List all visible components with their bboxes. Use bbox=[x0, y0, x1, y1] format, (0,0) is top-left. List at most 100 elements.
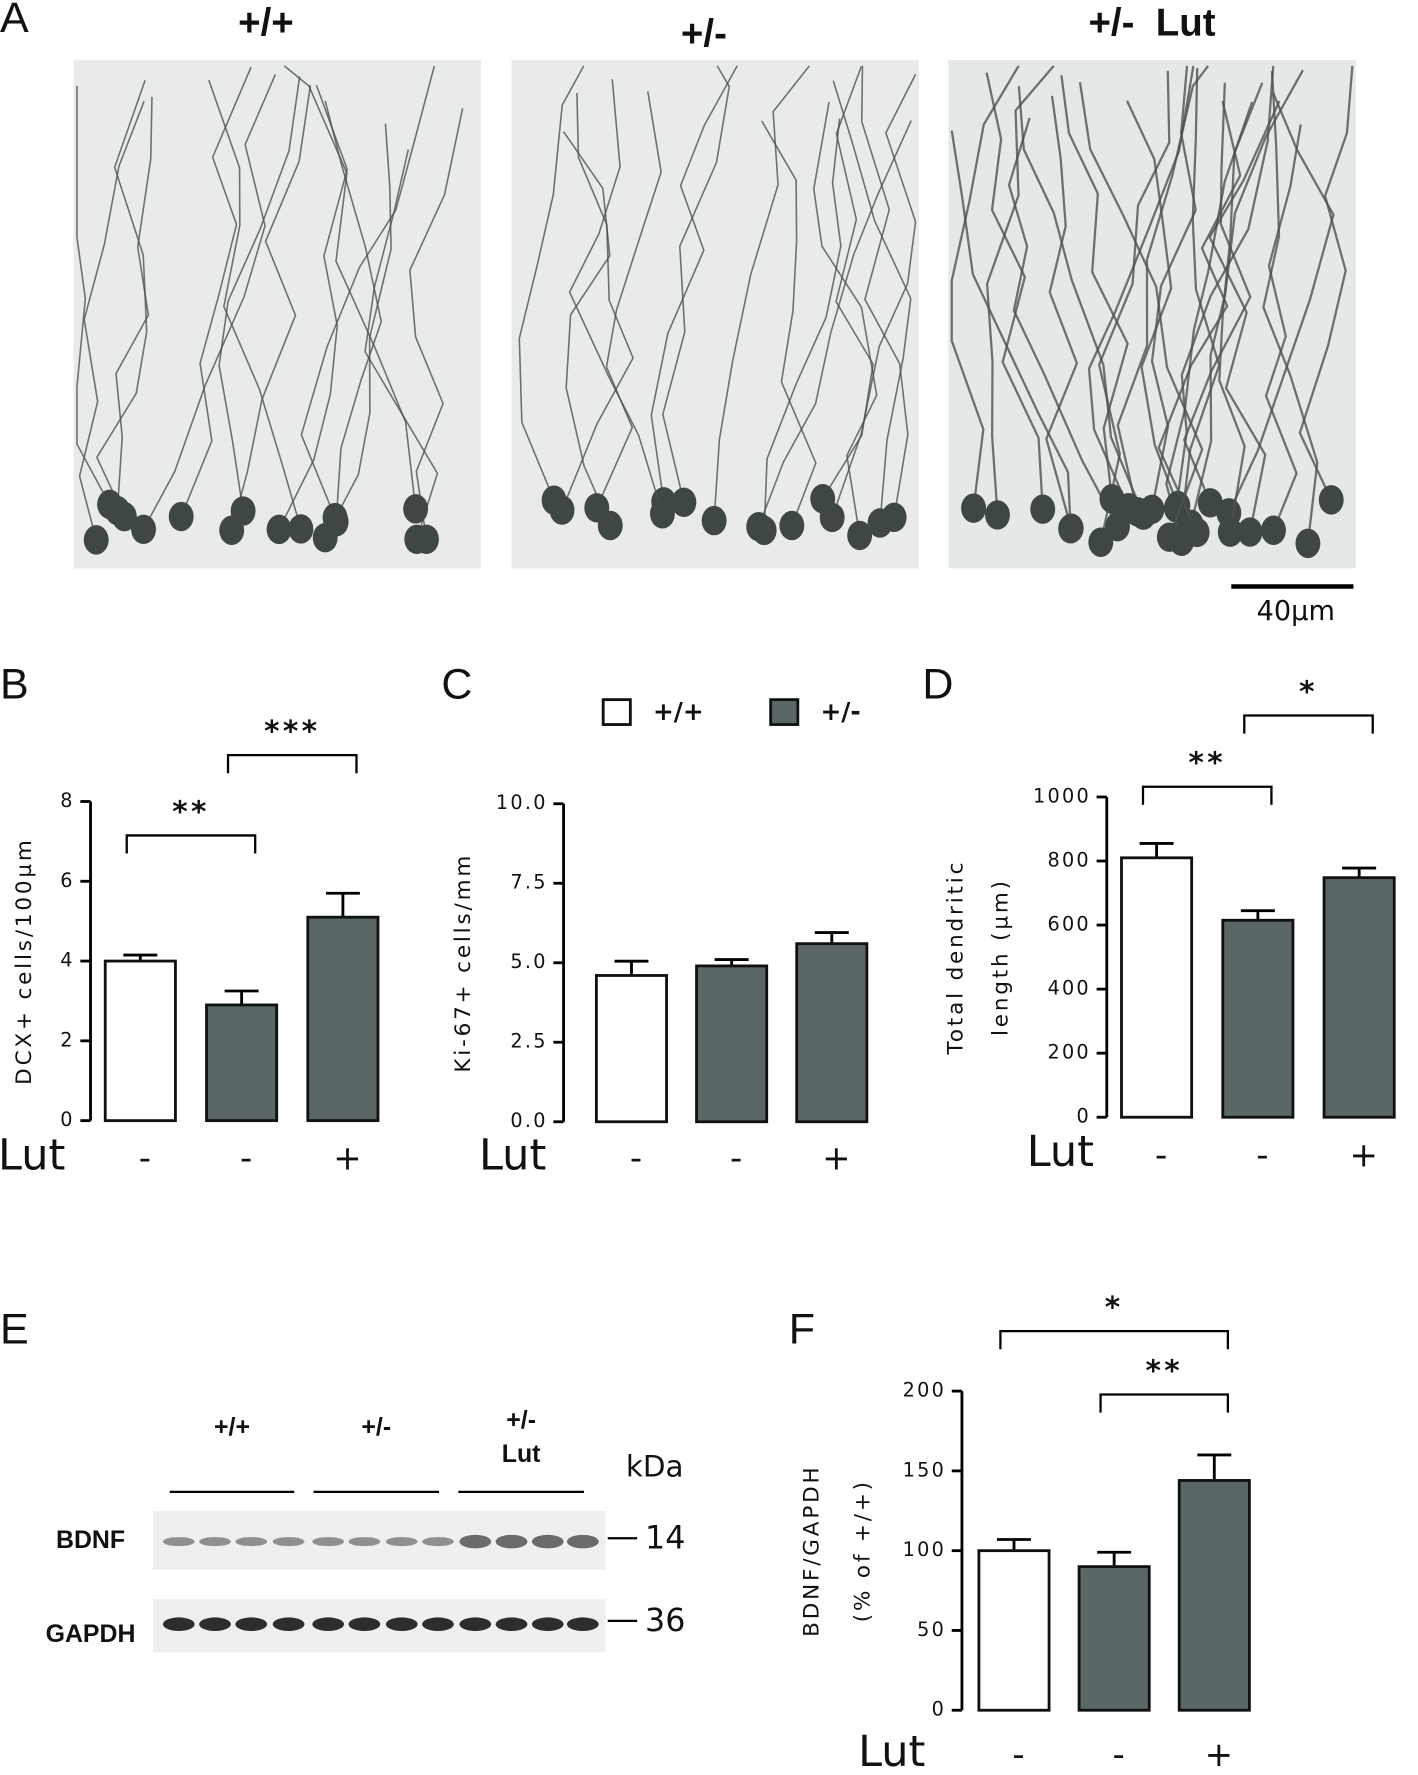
band bbox=[235, 1537, 268, 1547]
x-tick-label: + bbox=[1205, 1735, 1233, 1775]
y-tick-label: 0.0 bbox=[510, 1109, 547, 1132]
micrograph-title: +/- Lut bbox=[1088, 1, 1215, 44]
blot-group-label: +/- bbox=[361, 1413, 391, 1441]
x-tick-label: - bbox=[1113, 1735, 1125, 1775]
soma bbox=[131, 514, 156, 545]
x-row-label: Lut bbox=[479, 1130, 546, 1180]
x-tick-label: - bbox=[1256, 1135, 1268, 1175]
dendrite bbox=[115, 96, 153, 511]
x-tick-label: + bbox=[822, 1139, 850, 1179]
dendrite bbox=[300, 65, 436, 518]
y-tick-label: 200 bbox=[903, 1379, 946, 1402]
y-tick-label: 0 bbox=[60, 1108, 75, 1131]
band bbox=[312, 1537, 345, 1547]
significance-label: ** bbox=[1145, 1353, 1183, 1387]
y-tick-label: 600 bbox=[1047, 913, 1090, 936]
bar bbox=[1322, 876, 1396, 1119]
legend-label: +/+ bbox=[653, 697, 704, 726]
y-tick-label: 2 bbox=[60, 1028, 75, 1051]
dendrite bbox=[1087, 65, 1195, 509]
band bbox=[531, 1617, 564, 1632]
soma bbox=[1030, 494, 1056, 524]
band bbox=[199, 1537, 231, 1547]
legend-swatch bbox=[769, 698, 800, 726]
dendrite bbox=[1262, 71, 1319, 544]
soma bbox=[1318, 485, 1344, 515]
panel-label: A bbox=[0, 0, 29, 42]
blot-group-label: Lut bbox=[502, 1440, 541, 1468]
y-axis-label: (% of +/+) bbox=[850, 1479, 875, 1622]
error-bar bbox=[814, 931, 849, 944]
error-bar bbox=[1097, 1550, 1132, 1567]
x-tick-label: - bbox=[730, 1139, 742, 1179]
soma bbox=[541, 485, 567, 515]
blot-group-label: +/+ bbox=[214, 1413, 250, 1441]
soma bbox=[403, 494, 429, 524]
band bbox=[385, 1537, 418, 1547]
dendrite bbox=[1126, 100, 1179, 506]
band bbox=[422, 1537, 454, 1547]
soma bbox=[1197, 488, 1223, 518]
error-bar bbox=[1240, 909, 1275, 921]
band bbox=[459, 1617, 492, 1632]
dendrite bbox=[208, 79, 302, 530]
band bbox=[235, 1617, 268, 1632]
blot-row-label: GAPDH bbox=[46, 1620, 136, 1648]
x-row-label: Lut bbox=[858, 1727, 925, 1775]
soma bbox=[584, 493, 610, 523]
x-tick-label: - bbox=[630, 1139, 642, 1179]
soma bbox=[1237, 517, 1263, 547]
soma bbox=[779, 510, 805, 541]
bar bbox=[594, 974, 668, 1124]
soma bbox=[1261, 515, 1286, 545]
dendrite bbox=[1060, 75, 1129, 499]
dendrite bbox=[832, 80, 912, 524]
band bbox=[495, 1534, 528, 1549]
dendrite bbox=[230, 85, 312, 531]
dendrite bbox=[650, 65, 738, 502]
soma bbox=[867, 508, 893, 538]
y-tick-label: 2.5 bbox=[510, 1030, 547, 1053]
dendrite bbox=[324, 100, 383, 522]
significance-bracket bbox=[1243, 714, 1374, 734]
micrographs bbox=[73, 60, 1356, 569]
dendrite bbox=[409, 108, 464, 540]
panel-label: E bbox=[0, 1306, 29, 1354]
error-bar bbox=[997, 1538, 1031, 1551]
dendrite bbox=[78, 101, 145, 541]
y-tick-label: 10.0 bbox=[496, 791, 548, 814]
bar bbox=[1221, 918, 1295, 1119]
error-bar bbox=[1197, 1453, 1232, 1481]
dendrite bbox=[713, 65, 811, 521]
soma bbox=[322, 502, 348, 533]
bar bbox=[1177, 1479, 1251, 1712]
dendrite bbox=[1298, 65, 1354, 501]
dendrite bbox=[518, 65, 585, 501]
soma bbox=[810, 484, 836, 514]
micrograph-title: +/- bbox=[681, 13, 727, 56]
soma bbox=[1295, 528, 1321, 559]
error-bar bbox=[325, 891, 360, 918]
dendrite bbox=[1045, 95, 1079, 529]
significance-bracket bbox=[1141, 785, 1273, 805]
x-tick-label: + bbox=[333, 1139, 361, 1179]
dendrite bbox=[1007, 117, 1119, 528]
dendrite bbox=[822, 66, 874, 500]
band bbox=[566, 1617, 599, 1632]
bar bbox=[695, 964, 769, 1124]
y-tick-label: 800 bbox=[1047, 849, 1090, 872]
blot-group-label: +/- bbox=[506, 1406, 536, 1434]
dendrite bbox=[985, 72, 1044, 510]
bar bbox=[306, 915, 380, 1123]
soma bbox=[746, 511, 772, 542]
bar bbox=[795, 942, 869, 1124]
dendrite bbox=[142, 74, 277, 530]
y-tick-label: 1000 bbox=[1033, 784, 1091, 807]
band bbox=[459, 1534, 492, 1549]
soma bbox=[288, 514, 314, 544]
bar bbox=[977, 1549, 1051, 1712]
soma bbox=[83, 525, 109, 555]
x-tick-label: - bbox=[240, 1139, 252, 1179]
soma bbox=[404, 524, 430, 555]
